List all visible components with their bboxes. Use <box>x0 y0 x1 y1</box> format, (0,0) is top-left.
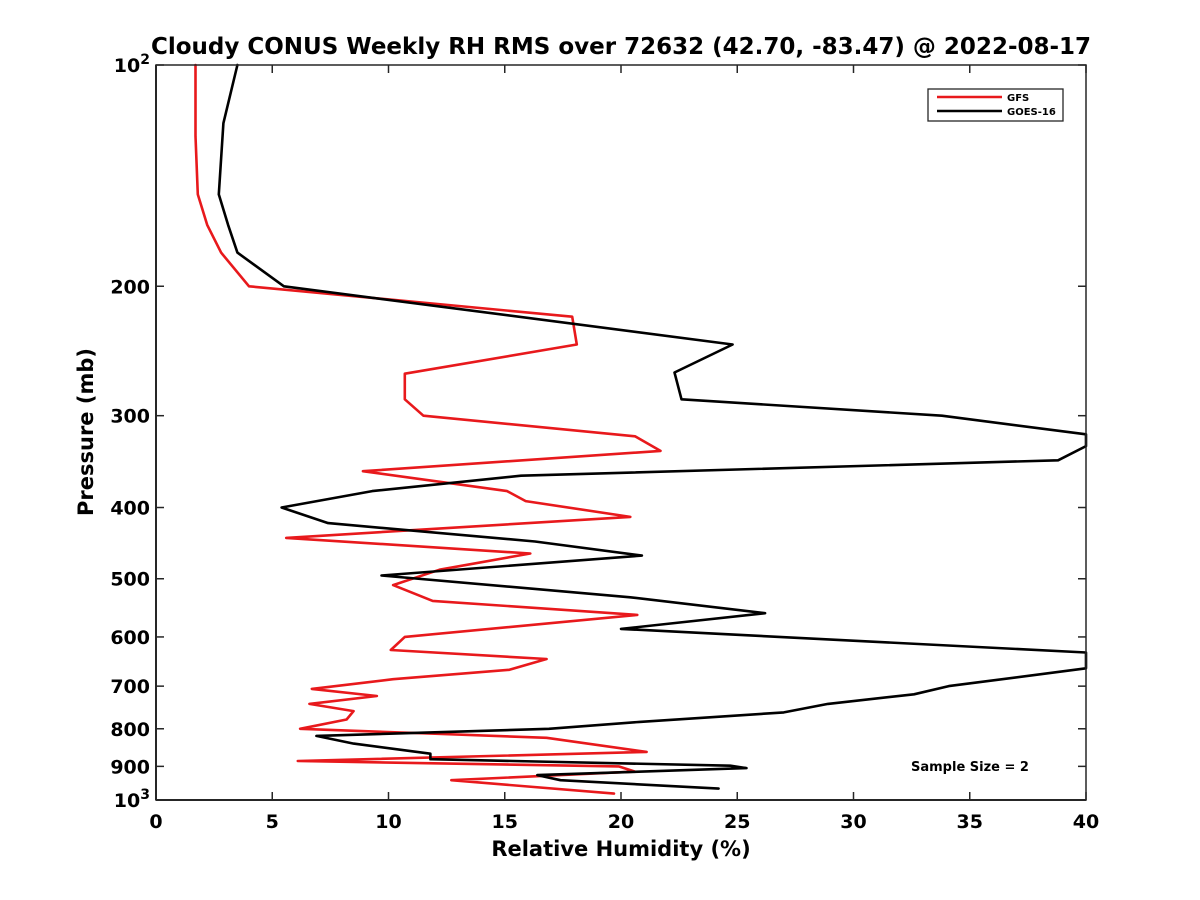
series-line-gfs <box>194 63 662 795</box>
y-tick-label: 900 <box>110 756 150 778</box>
x-tick-label: 15 <box>492 811 518 833</box>
y-tick-label: 700 <box>110 676 150 698</box>
x-tick-label: 40 <box>1073 811 1099 833</box>
x-tick-label: 25 <box>724 811 750 833</box>
series-line-goes16 <box>217 63 1088 790</box>
legend: GFS GOES-16 <box>927 88 1064 122</box>
series-layer <box>194 63 1088 795</box>
legend-label-gfs: GFS <box>1007 93 1029 104</box>
x-axis-label: Relative Humidity (%) <box>491 837 750 861</box>
y-tick-label: 600 <box>110 627 150 649</box>
x-axis-ticks: 0 5 10 15 20 25 30 35 40 <box>149 65 1099 833</box>
y-tick-label: 300 <box>110 406 150 428</box>
y-axis-label: Pressure (mb) <box>74 348 98 516</box>
sample-size-annotation: Sample Size = 2 <box>911 760 1029 775</box>
x-tick-label: 20 <box>608 811 634 833</box>
y-tick-label: 102 <box>114 52 150 77</box>
x-tick-label: 35 <box>957 811 983 833</box>
y-tick-label: 800 <box>110 719 150 741</box>
x-tick-label: 5 <box>266 811 279 833</box>
chart-title: Cloudy CONUS Weekly RH RMS over 72632 (4… <box>151 34 1091 60</box>
y-tick-label: 103 <box>114 787 150 812</box>
y-tick-label: 500 <box>110 569 150 591</box>
legend-box <box>927 88 1064 122</box>
x-tick-label: 10 <box>375 811 401 833</box>
plot-area-frame <box>155 64 1087 801</box>
legend-label-goes16: GOES-16 <box>1007 107 1056 118</box>
y-tick-label: 200 <box>110 276 150 298</box>
y-axis-ticks: 102 200 300 400 500 600 700 800 900 103 <box>110 52 1086 812</box>
x-tick-label: 0 <box>149 811 162 833</box>
y-tick-label: 400 <box>110 498 150 520</box>
x-tick-label: 30 <box>840 811 866 833</box>
